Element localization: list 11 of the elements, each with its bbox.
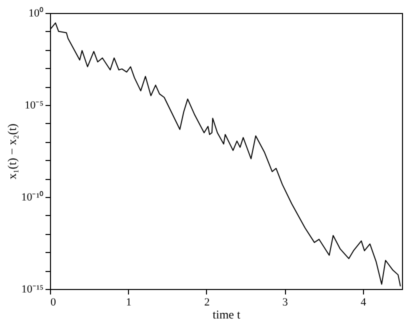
y-tick-label: 10⁻¹⁵: [21, 284, 44, 296]
y-axis-title: x₁(t) − x₂(t): [5, 124, 20, 180]
x-tick-label: 4: [360, 296, 367, 308]
x-tick-label: 1: [126, 296, 132, 308]
x-tick-label: 3: [282, 296, 288, 308]
x-tick-label: 0: [50, 296, 56, 308]
x-tick-label: 2: [204, 296, 210, 308]
y-tick-label: 10⁰: [28, 6, 44, 20]
x-axis-title: time t: [212, 308, 241, 322]
y-tick-label: 10⁻⁵: [24, 100, 44, 112]
y-tick-label: 10⁻¹⁰: [21, 190, 44, 204]
